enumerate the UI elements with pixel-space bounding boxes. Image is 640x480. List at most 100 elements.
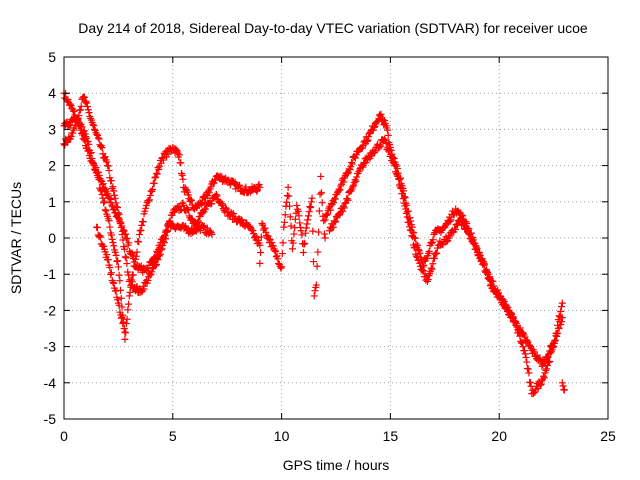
data-point (321, 216, 329, 224)
data-point (281, 211, 289, 219)
y-axis-label: SDTVAR / TECUs (8, 182, 24, 294)
data-point (148, 187, 156, 195)
y-tick-label: -3 (44, 339, 57, 355)
data-point (298, 231, 306, 239)
data-point (337, 182, 345, 190)
data-point (558, 379, 566, 387)
data-point (102, 207, 110, 215)
data-point (103, 158, 111, 166)
data-point (306, 202, 314, 210)
data-point (539, 372, 547, 380)
data-point (376, 141, 384, 149)
data-point (235, 182, 243, 190)
data-point (506, 308, 514, 316)
data-point (471, 239, 479, 247)
data-point (315, 207, 323, 215)
data-point (104, 162, 112, 170)
data-point (457, 214, 465, 222)
data-point (411, 243, 419, 251)
data-point (125, 300, 133, 308)
data-point (283, 198, 291, 206)
data-point (264, 232, 272, 240)
data-point (305, 208, 313, 216)
data-point (315, 228, 323, 236)
data-point (129, 251, 137, 259)
data-point (109, 278, 117, 286)
data-point (331, 218, 339, 226)
data-point (556, 313, 564, 321)
data-point (119, 320, 127, 328)
data-point (545, 358, 553, 366)
y-tick-label: -2 (44, 302, 57, 318)
data-point (105, 194, 113, 202)
data-point (550, 343, 558, 351)
data-point (296, 219, 304, 227)
series-scatter-mid (256, 172, 329, 300)
data-point (119, 318, 127, 326)
data-point (120, 325, 128, 333)
data-point (413, 252, 421, 260)
data-point (446, 217, 454, 225)
data-point (407, 227, 415, 235)
data-point (332, 217, 340, 225)
data-point (148, 257, 156, 265)
data-point (98, 241, 106, 249)
data-point (188, 215, 196, 223)
y-tick-label: 0 (48, 230, 56, 246)
data-point (104, 256, 112, 264)
data-point (304, 216, 312, 224)
data-point (459, 220, 467, 228)
data-point (286, 213, 294, 221)
data-point (81, 136, 89, 144)
data-point (196, 227, 204, 235)
data-point (557, 307, 565, 315)
data-point (66, 100, 74, 108)
data-point (122, 230, 130, 238)
data-point (329, 223, 337, 231)
data-point (212, 191, 220, 199)
data-point (115, 214, 123, 222)
data-point (256, 241, 264, 249)
data-point (115, 216, 123, 224)
data-point (109, 183, 117, 191)
x-tick-label: 15 (383, 428, 399, 444)
data-point (499, 300, 507, 308)
data-point (146, 191, 154, 199)
data-point (521, 350, 529, 358)
data-point (111, 248, 119, 256)
data-point (555, 324, 563, 332)
data-point (88, 158, 96, 166)
data-point (348, 158, 356, 166)
data-point (121, 245, 129, 253)
data-point (201, 205, 209, 213)
data-point (317, 172, 325, 180)
data-point (177, 159, 185, 167)
data-point (516, 332, 524, 340)
data-point (194, 217, 202, 225)
data-point (388, 153, 396, 161)
data-point (543, 362, 551, 370)
data-point (69, 129, 77, 137)
x-tick-label: 0 (60, 428, 68, 444)
data-point (515, 329, 523, 337)
data-point (76, 122, 84, 130)
data-point (112, 287, 120, 295)
data-point (473, 244, 481, 252)
data-point (144, 267, 152, 275)
data-point (316, 190, 324, 198)
data-point (124, 271, 132, 279)
data-point (78, 131, 86, 139)
data-point (90, 122, 98, 130)
series-track-f (325, 135, 566, 398)
data-point (208, 200, 216, 208)
data-point (110, 242, 118, 250)
data-point (121, 328, 129, 336)
data-point (504, 306, 512, 314)
data-point (85, 109, 93, 117)
data-point (257, 233, 265, 241)
data-point (155, 165, 163, 173)
data-point (483, 270, 491, 278)
data-point (178, 169, 186, 177)
data-point (309, 227, 317, 235)
data-point (104, 190, 112, 198)
